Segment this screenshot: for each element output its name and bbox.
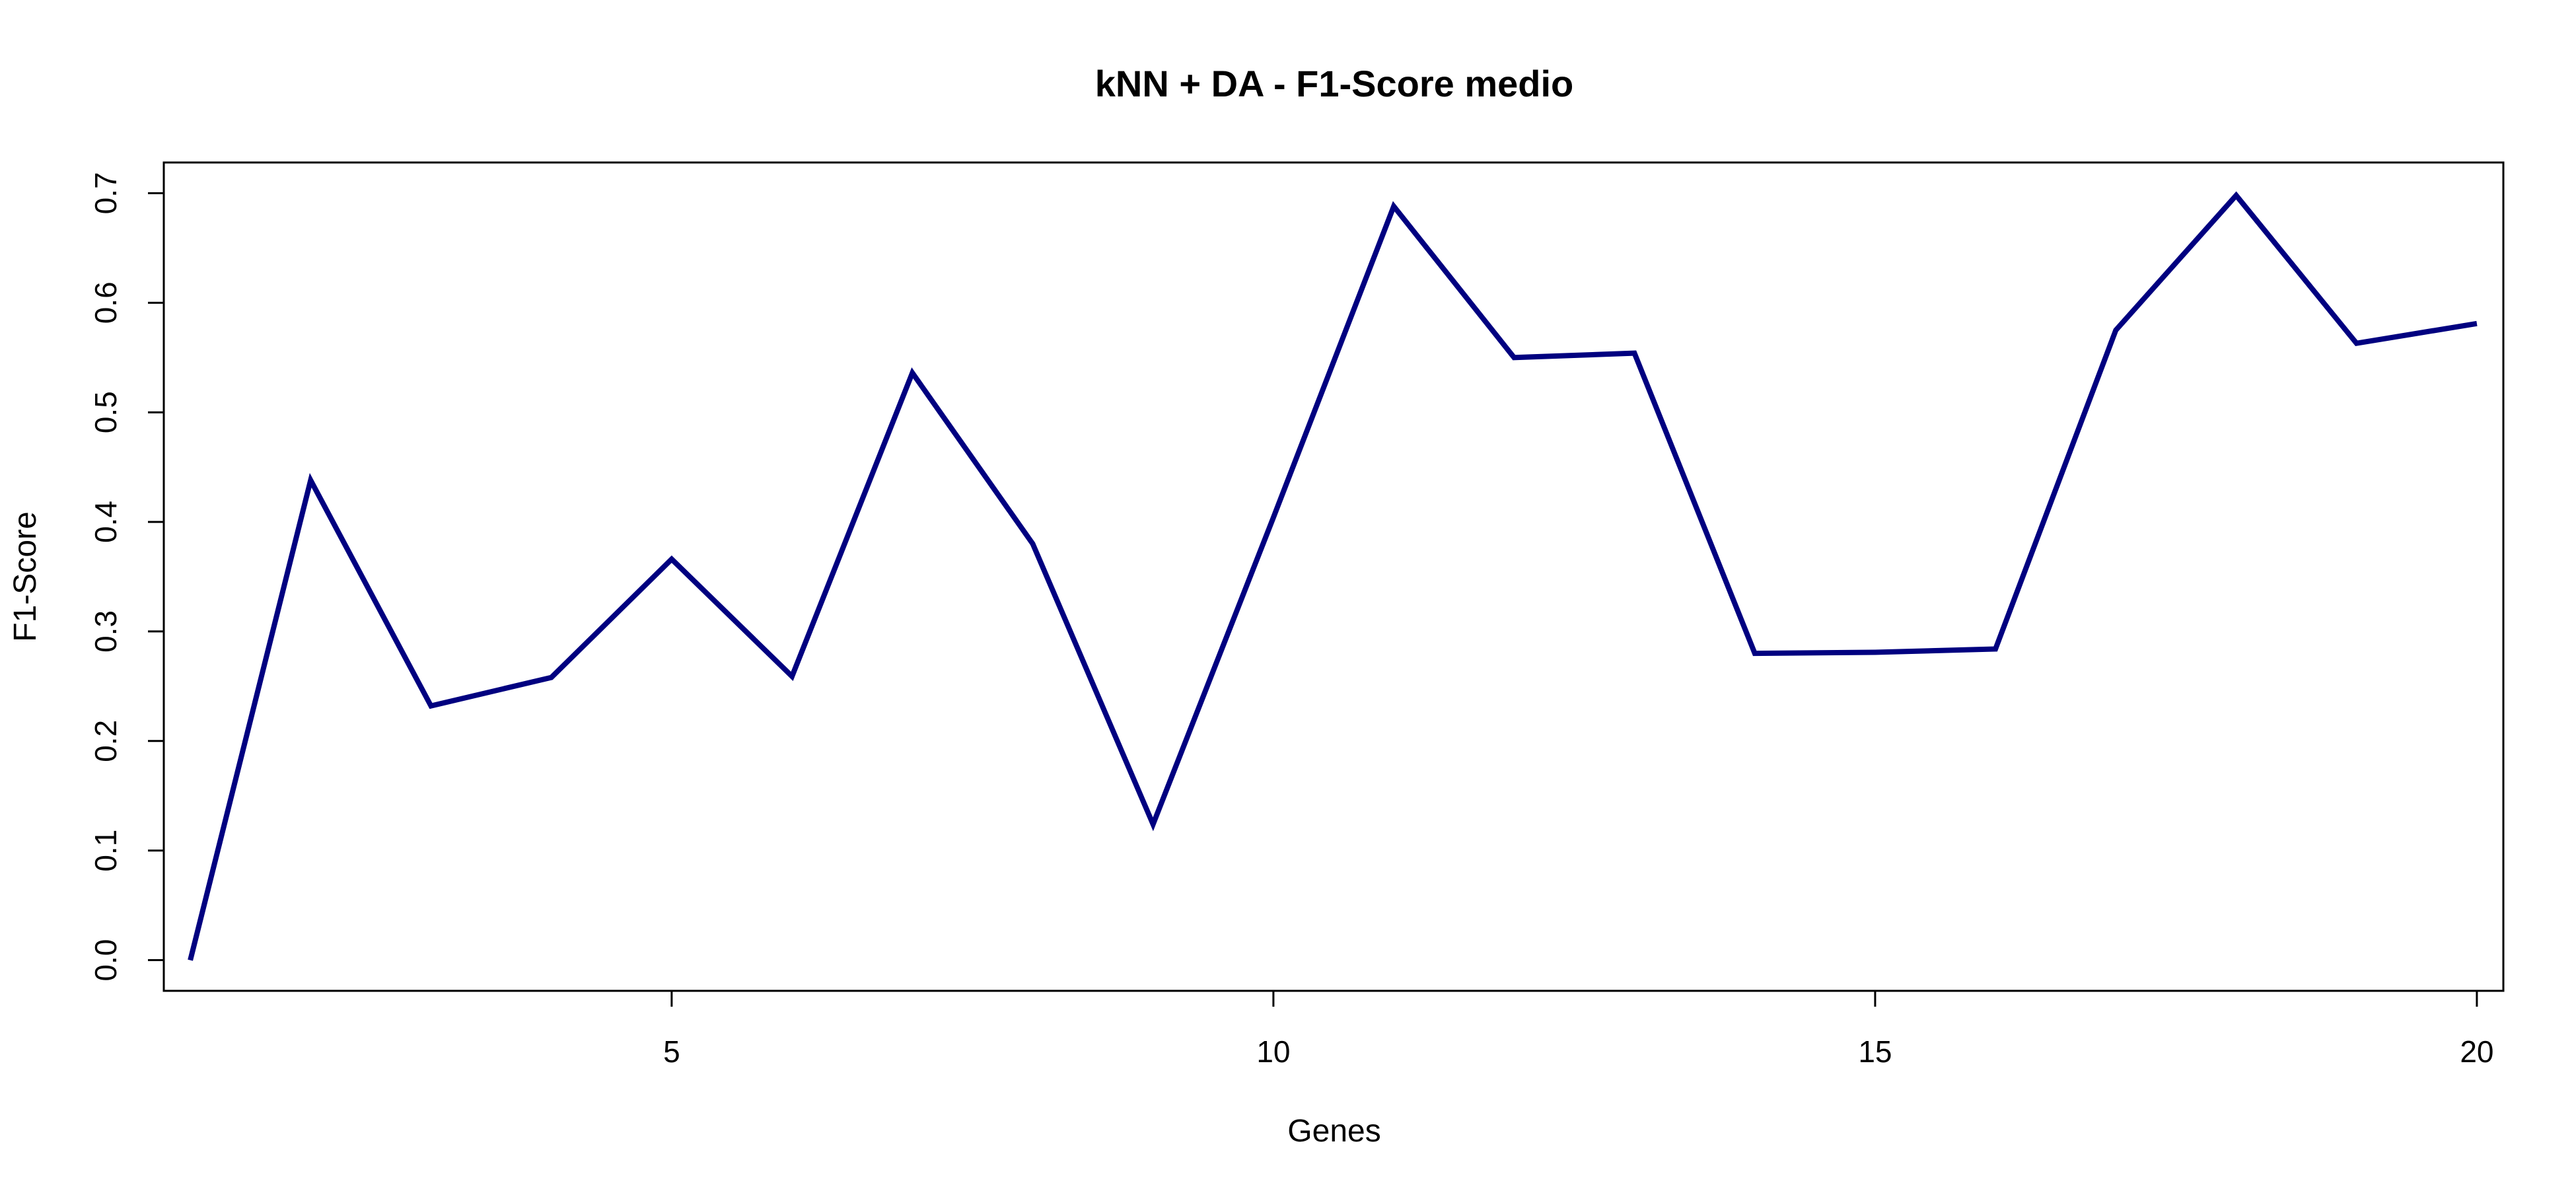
- x-tick-label: 20: [2460, 1034, 2493, 1069]
- x-tick-label: 15: [1858, 1034, 1892, 1069]
- y-axis-label: F1-Score: [8, 511, 43, 641]
- x-axis: 5 10 15 20: [663, 990, 2494, 1069]
- y-tick-label: 0.0: [89, 939, 123, 982]
- y-tick-label: 0.2: [89, 720, 123, 762]
- series-line: [188, 191, 2478, 961]
- y-tick-label: 0.1: [89, 830, 123, 872]
- y-axis: 0.0 0.1 0.2 0.3 0.4 0.5 0.6 0.7: [89, 172, 165, 982]
- y-tick-label: 0.7: [89, 172, 123, 214]
- x-tick-label: 10: [1256, 1034, 1290, 1069]
- y-tick-label: 0.6: [89, 281, 123, 324]
- chart-title: kNN + DA - F1-Score medio: [1095, 63, 1574, 104]
- x-tick-label: 5: [663, 1034, 680, 1069]
- y-tick-label: 0.5: [89, 391, 123, 433]
- y-tick-label: 0.3: [89, 610, 123, 653]
- x-axis-label: Genes: [1287, 1114, 1380, 1149]
- y-tick-label: 0.4: [89, 501, 123, 543]
- series-layer: [188, 191, 2478, 961]
